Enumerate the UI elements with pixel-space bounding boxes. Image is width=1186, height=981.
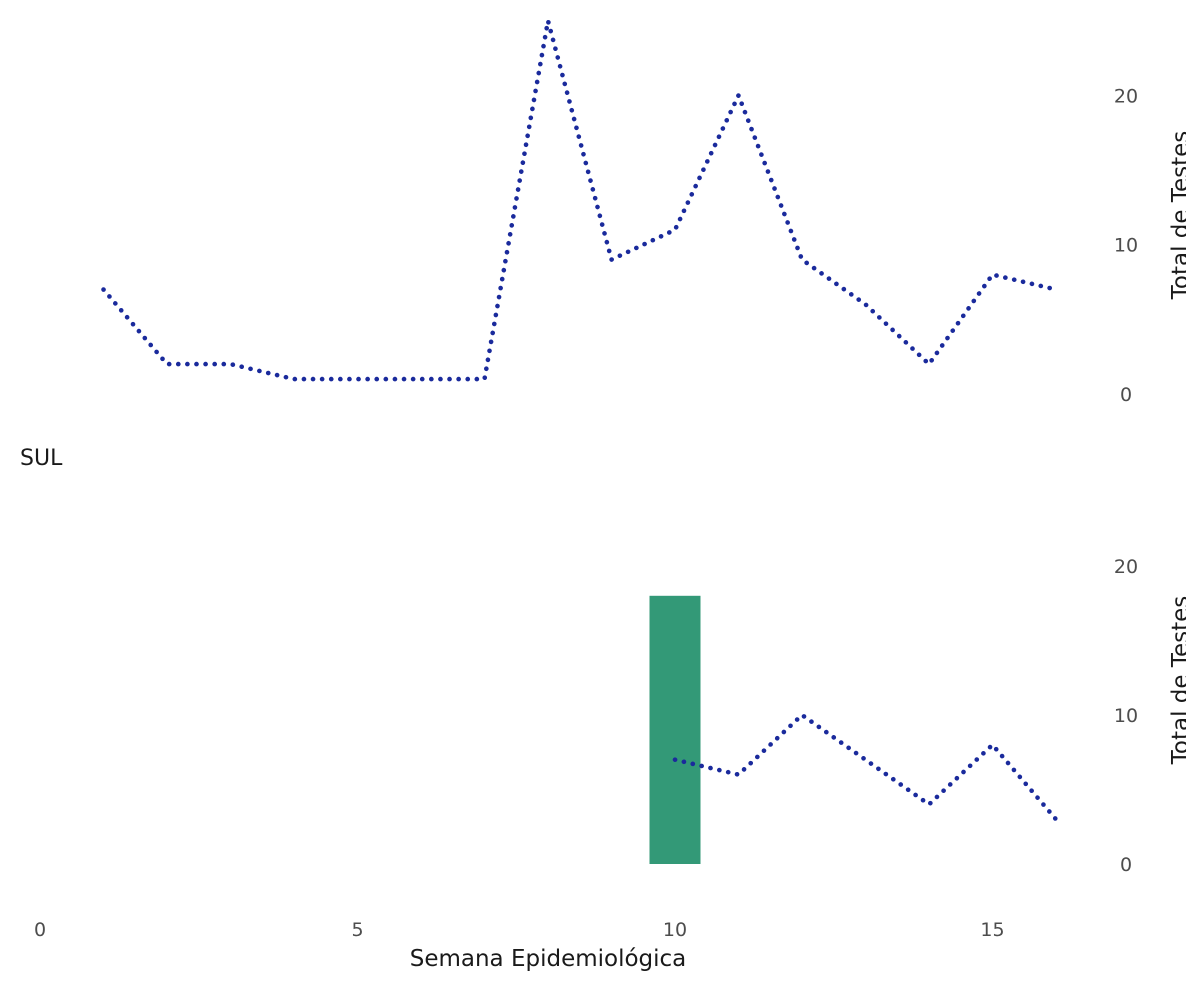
y-tick-label: 10 [1114, 705, 1138, 727]
x-tick-label: 5 [351, 919, 363, 941]
y-tick-label: 20 [1114, 85, 1138, 107]
y-axis-title: Total de Testes [1168, 596, 1186, 766]
y-tick-label: 20 [1114, 556, 1138, 578]
bar-week-10 [649, 595, 701, 864]
facet-label: SUL [20, 446, 63, 471]
panel-top: 0 10 20 Total de Testes [101, 18, 1186, 406]
series-line-0 [101, 18, 1059, 382]
x-axis-title: Semana Epidemiológica [410, 946, 687, 972]
panel-sul: SUL 0 10 20 Total de Testes 0 5 10 15 [20, 446, 1186, 941]
x-tick-label: 10 [663, 919, 687, 941]
y-tick-label: 0 [1120, 854, 1132, 876]
y-tick-label: 10 [1114, 235, 1138, 257]
x-tick-label: 15 [980, 919, 1004, 941]
series-line-0 [672, 712, 1059, 822]
y-axis-title: Total de Testes [1168, 131, 1186, 301]
x-tick-label: 0 [34, 919, 46, 941]
y-tick-label: 0 [1120, 384, 1132, 406]
